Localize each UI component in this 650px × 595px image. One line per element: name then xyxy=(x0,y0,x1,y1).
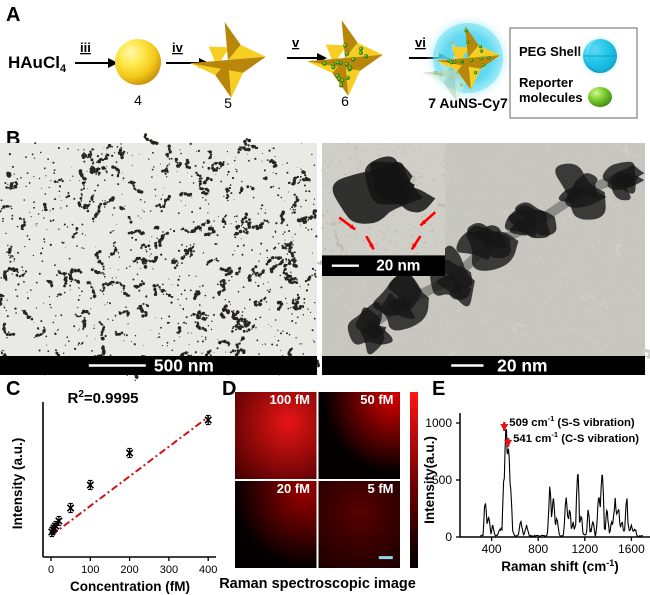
svg-text:800: 800 xyxy=(528,542,548,556)
svg-text:Raman shift (cm-1): Raman shift (cm-1) xyxy=(501,558,619,574)
svg-text:1600: 1600 xyxy=(618,542,645,556)
svg-text:1200: 1200 xyxy=(571,542,598,556)
svg-text:Intensity(a.u.): Intensity(a.u.) xyxy=(422,436,437,524)
svg-text:1000: 1000 xyxy=(425,416,452,430)
svg-text:541 cm-1 (C-S vibration): 541 cm-1 (C-S vibration) xyxy=(513,430,639,445)
svg-text:0: 0 xyxy=(445,530,452,544)
svg-text:509 cm-1 (S-S vibration): 509 cm-1 (S-S vibration) xyxy=(509,414,635,429)
svg-text:400: 400 xyxy=(482,542,502,556)
